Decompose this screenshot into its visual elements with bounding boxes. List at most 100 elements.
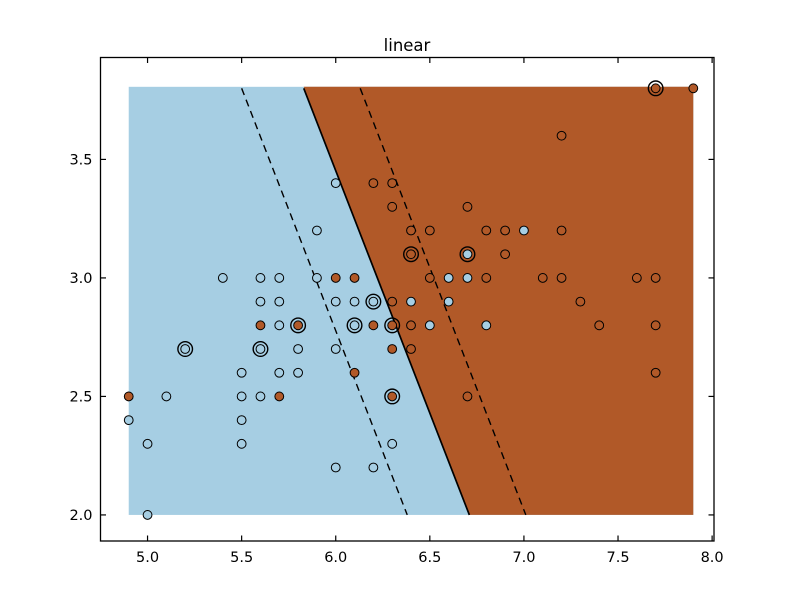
x-tick-label: 7.5 xyxy=(606,550,629,566)
data-point xyxy=(142,438,153,449)
x-tick-label: 5.5 xyxy=(230,550,253,566)
data-point xyxy=(594,320,605,331)
data-point xyxy=(368,320,379,331)
data-point xyxy=(481,320,492,331)
data-point xyxy=(236,391,247,402)
plot-title: linear xyxy=(384,36,431,55)
data-point xyxy=(274,320,285,331)
data-point xyxy=(368,462,379,473)
data-point xyxy=(274,273,285,283)
data-point xyxy=(481,273,492,283)
data-point xyxy=(387,178,398,189)
data-point xyxy=(406,296,416,307)
y-tick-label: 2.5 xyxy=(69,389,92,405)
data-point xyxy=(575,296,586,307)
data-point xyxy=(349,273,360,283)
data-point xyxy=(462,391,473,402)
data-point xyxy=(236,367,247,378)
data-point xyxy=(255,344,266,354)
y-tick-label: 3.5 xyxy=(69,152,92,168)
data-point xyxy=(349,367,360,378)
support-vector-ring xyxy=(252,341,269,358)
decision-boundary-line xyxy=(302,88,471,516)
data-point xyxy=(180,344,191,354)
data-point xyxy=(406,225,416,236)
y-tick-label: 3.0 xyxy=(69,271,92,287)
data-point xyxy=(406,320,416,331)
data-point xyxy=(650,367,661,378)
margin-line-left xyxy=(240,88,408,516)
data-point xyxy=(330,462,341,473)
x-tick-label: 8.0 xyxy=(701,550,724,566)
data-point xyxy=(236,438,247,449)
data-point xyxy=(330,344,341,354)
data-point xyxy=(387,344,398,354)
data-point xyxy=(330,178,341,189)
margin-line-right xyxy=(359,88,527,516)
data-point xyxy=(349,320,360,331)
data-point xyxy=(462,249,473,260)
data-point xyxy=(255,296,266,307)
data-point xyxy=(650,320,661,331)
data-point xyxy=(406,249,416,260)
data-point xyxy=(387,320,398,331)
data-point xyxy=(217,273,228,283)
data-point xyxy=(274,296,285,307)
data-point xyxy=(312,273,322,283)
data-point xyxy=(387,201,398,212)
data-point xyxy=(387,391,398,402)
data-point xyxy=(443,296,454,307)
data-point xyxy=(161,391,172,402)
data-point xyxy=(481,225,492,236)
data-point xyxy=(123,391,134,402)
boundary-lines xyxy=(240,88,527,516)
support-vector-ring xyxy=(384,317,401,334)
data-point xyxy=(142,510,153,520)
scatter-points xyxy=(123,83,699,520)
data-point xyxy=(368,178,379,189)
mesh-regions xyxy=(128,86,694,515)
data-point xyxy=(650,83,661,94)
data-point xyxy=(519,225,529,236)
data-point xyxy=(293,320,303,331)
support-vector-rings xyxy=(177,80,664,405)
data-point xyxy=(424,320,435,331)
data-point xyxy=(387,296,398,307)
data-point xyxy=(255,391,266,402)
data-point xyxy=(330,296,341,307)
data-point xyxy=(293,344,303,354)
data-point xyxy=(312,225,322,236)
data-point xyxy=(500,249,511,260)
x-tick-label: 7.0 xyxy=(512,550,535,566)
data-point xyxy=(255,273,266,283)
support-vector-ring xyxy=(346,317,363,334)
data-point xyxy=(443,273,454,283)
data-point xyxy=(556,130,567,141)
support-vector-ring xyxy=(647,80,664,97)
axes xyxy=(99,56,715,542)
data-point xyxy=(368,296,379,307)
data-point xyxy=(688,83,699,94)
data-point xyxy=(349,296,360,307)
data-point xyxy=(631,273,642,283)
data-point xyxy=(330,273,341,283)
data-point xyxy=(500,225,511,236)
support-vector-ring xyxy=(403,246,420,263)
x-tick-label: 5.0 xyxy=(136,550,159,566)
data-point xyxy=(274,391,285,402)
axes-border xyxy=(99,56,715,542)
tick-labels: 5.0 5.5 6.0 6.5 7.0 7.5 8.0 2.0 2.5 3.0 3.5 xyxy=(69,152,723,566)
data-point xyxy=(387,438,398,449)
support-vector-ring xyxy=(365,293,382,310)
support-vector-ring xyxy=(384,388,401,405)
x-tick-label: 6.0 xyxy=(324,550,347,566)
data-point xyxy=(274,367,285,378)
support-vector-ring xyxy=(290,317,307,334)
data-point xyxy=(650,273,661,283)
data-point xyxy=(293,367,303,378)
x-tick-label: 6.5 xyxy=(418,550,441,566)
data-point xyxy=(556,273,567,283)
y-tick-label: 2.0 xyxy=(69,508,92,524)
